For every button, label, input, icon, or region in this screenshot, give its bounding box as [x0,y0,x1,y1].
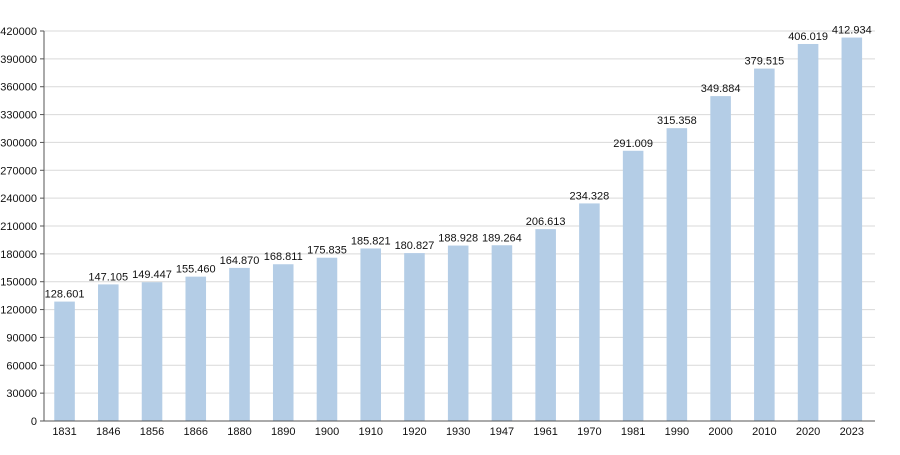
data-label-1947: 189.264 [482,232,522,244]
x-tick-label: 1970 [577,426,601,438]
axes: 0 30000 60000 90000 120000 150000 180000 210000… [0,26,875,438]
x-tick-label: 1947 [490,426,514,438]
data-label-1890: 168.811 [264,251,303,263]
x-tick-label: 2020 [796,426,820,438]
x-tick-label: 1866 [184,426,208,438]
x-tick-label: 2010 [752,426,776,438]
x-tick-label: 1846 [96,426,120,438]
x-tick-label: 1990 [665,426,689,438]
x-tick-label: 1831 [52,426,76,438]
x-tick-label: 1900 [315,426,339,438]
bar-2020 [797,43,819,421]
x-tick-label: 1981 [621,426,645,438]
y-tick-label: 180000 [0,249,37,261]
y-tick-label: 330000 [0,110,37,122]
bar-2010 [754,68,775,422]
data-label-1900: 175.835 [307,245,347,257]
y-tick-label: 360000 [0,82,37,94]
bar-1880 [229,267,250,421]
bar-1920 [404,253,425,421]
x-tick-label: 1961 [533,426,557,438]
x-tick-label: 2000 [708,426,732,438]
y-tick-label: 390000 [0,54,37,66]
data-label-1856: 149.447 [132,269,172,281]
y-tick-label: 150000 [0,277,37,289]
y-tick-label: 90000 [6,332,37,344]
data-label-2023: 412.934 [832,25,872,37]
x-tick-label: 1920 [402,426,426,438]
y-tick-label: 240000 [0,193,37,205]
x-tick-label: 1910 [358,426,382,438]
x-tick-label: 2023 [840,426,864,438]
y-tick-label: 420000 [0,26,37,38]
data-label-1880: 164.870 [220,255,260,267]
x-tick-label: 1930 [446,426,470,438]
data-label-2010: 379.515 [744,56,784,68]
bar-1890 [272,264,294,421]
y-tick-label: 270000 [0,165,37,177]
y-tick-label: 210000 [0,221,37,233]
bar-1961 [535,229,556,421]
data-label-1961: 206.613 [526,216,566,228]
x-tick-label: 1856 [140,426,164,438]
data-label-1846: 147.105 [88,271,128,283]
bar-1947 [491,245,513,421]
bar-2023 [841,37,863,422]
data-label-2020: 406.019 [788,31,828,43]
y-tick-label: 0 [31,416,37,428]
data-label-1920: 180.827 [395,240,435,252]
data-label-1866: 155.460 [176,264,216,276]
y-tick-label: 30000 [6,388,37,400]
bar-1970 [579,203,600,421]
bar-1900 [316,257,338,421]
data-label-1990: 315.358 [657,115,697,127]
x-tick-label: 1890 [271,426,295,438]
bar-1990 [666,128,688,421]
bar-1866 [185,276,207,421]
bars [54,37,863,422]
bar-1910 [360,248,381,421]
bar-1981 [622,150,644,422]
bar-1831 [54,301,75,421]
y-tick-label: 120000 [0,305,37,317]
data-label-1910: 185.821 [351,235,391,247]
y-tick-label: 300000 [0,137,37,149]
bar-1930 [447,245,469,421]
bar-1856 [141,282,163,421]
y-tick-label: 60000 [6,360,37,372]
data-label-1970: 234.328 [570,190,610,202]
data-label-1930: 188.928 [438,233,478,245]
data-label-2000: 349.884 [701,83,741,95]
bar-1846 [98,284,119,421]
data-label-1831: 128.601 [45,289,85,301]
data-label-1981: 291.009 [613,138,653,150]
bar-2000 [710,96,731,421]
x-tick-label: 1880 [227,426,251,438]
